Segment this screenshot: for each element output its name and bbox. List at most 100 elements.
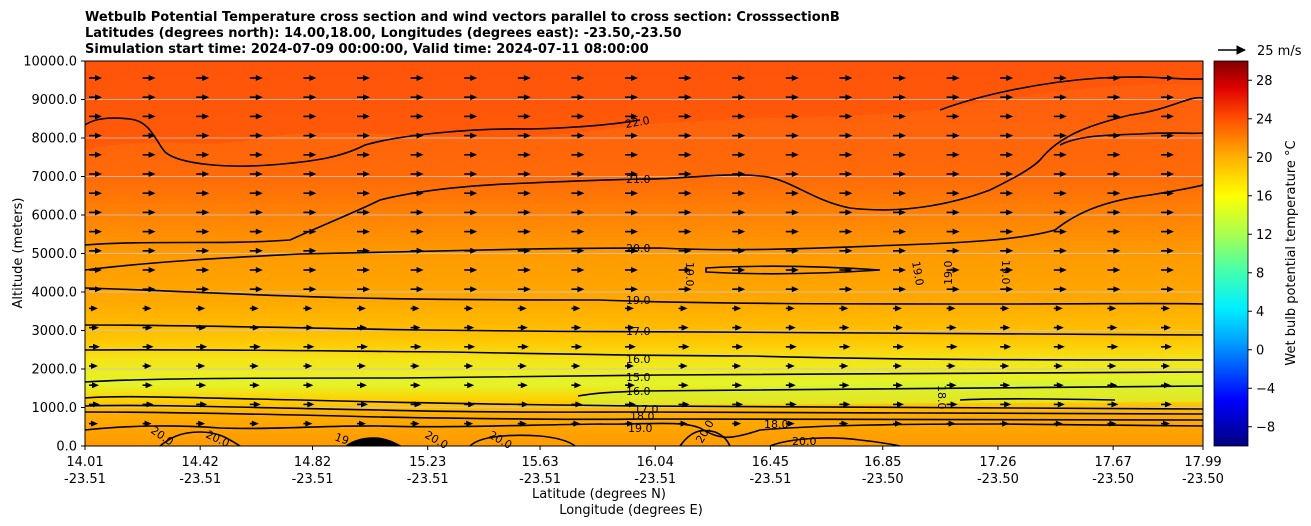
wind-vector — [1107, 228, 1121, 235]
wind-vector — [249, 343, 261, 350]
wind-vector-head — [91, 305, 98, 312]
wind-vector-head — [1059, 151, 1067, 158]
wind-vector — [517, 305, 527, 312]
wind-vector — [1161, 382, 1171, 389]
wind-vector-head — [738, 286, 746, 293]
wind-vector-head — [1006, 267, 1014, 273]
wind-vector — [464, 343, 476, 350]
wind-vector-head — [895, 363, 902, 369]
y-tick-label: 0.0 — [56, 440, 77, 455]
x-tick-label-lon: -23.50 — [1092, 472, 1134, 487]
wind-vector-head — [738, 171, 746, 177]
wind-vector-head — [791, 151, 799, 158]
wind-vector — [464, 75, 478, 81]
wind-vector — [893, 363, 902, 369]
wind-vector-head — [899, 132, 906, 139]
wind-vector-head — [1109, 305, 1117, 312]
wind-vector-head — [144, 420, 152, 427]
wind-vector — [517, 151, 531, 158]
wind-vector-head — [684, 171, 692, 177]
wind-vector — [464, 401, 476, 408]
wind-vector — [1107, 132, 1121, 139]
wind-vector-head — [791, 247, 799, 254]
wind-vector-head — [202, 190, 210, 197]
wind-vector-head — [520, 382, 528, 389]
wind-vector — [1161, 151, 1174, 158]
wind-vector — [517, 132, 531, 139]
wind-vector — [785, 75, 799, 81]
wind-vector — [1000, 420, 1010, 427]
wind-vector-head — [948, 420, 956, 427]
wind-vector — [89, 228, 102, 235]
wind-vector — [893, 228, 906, 235]
wind-vector — [625, 286, 638, 293]
wind-vector — [410, 420, 420, 427]
wind-vector-head — [468, 343, 476, 350]
wind-vector — [1000, 305, 1010, 312]
wind-vector — [142, 363, 152, 369]
wind-vector-head — [416, 286, 424, 293]
wind-vector — [1053, 171, 1067, 177]
wind-vector-head — [1113, 267, 1121, 273]
wind-vector-head — [1006, 247, 1014, 254]
contour-15-small — [959, 398, 1116, 401]
wind-vector-head — [789, 401, 797, 408]
y-tick-label: 8000.0 — [32, 132, 78, 147]
wind-vector — [1161, 363, 1170, 369]
wind-vector — [839, 171, 853, 177]
title-line-1: Wetbulb Potential Temperature cross sect… — [85, 10, 840, 25]
wind-vector — [946, 267, 960, 273]
wind-vector — [839, 151, 853, 158]
contour-low-4 — [85, 422, 1203, 439]
wind-vector-head — [1006, 151, 1014, 158]
wind-vector-head — [577, 132, 585, 139]
wind-vector — [517, 75, 531, 81]
wind-vector-head — [148, 228, 156, 235]
wind-vector-head — [1113, 94, 1121, 101]
wind-vector — [1161, 94, 1174, 101]
wind-vector-head — [577, 75, 585, 81]
wind-vector — [732, 401, 744, 408]
wind-vector — [625, 228, 638, 235]
wind-vector-head — [1167, 209, 1174, 216]
wind-vector-head — [1002, 363, 1010, 369]
wind-vector — [196, 75, 210, 81]
y-tick-label: 2000.0 — [32, 363, 78, 378]
colorbar-label-text: Wet bulb potential temperature °C — [1284, 140, 1299, 365]
wind-vector-head — [309, 94, 317, 101]
wind-vector-head — [1165, 401, 1172, 408]
x-tick-label-lat: 16.85 — [864, 455, 901, 470]
wind-vector-head — [843, 343, 851, 350]
wind-vector-head — [845, 113, 853, 120]
wind-vector-head — [255, 151, 263, 158]
wind-vector — [1161, 228, 1174, 235]
wind-vector-head — [145, 324, 153, 331]
wind-vector — [517, 113, 531, 120]
wind-vector — [893, 132, 906, 139]
wind-vector-head — [899, 113, 906, 120]
wind-vector-head — [413, 324, 421, 331]
wind-vector-head — [791, 228, 799, 235]
wind-vector — [1107, 343, 1119, 350]
wind-vector — [839, 382, 850, 389]
wind-vector — [410, 132, 424, 139]
wind-vector-head — [575, 343, 583, 350]
wind-vector-head — [952, 286, 960, 293]
wind-vector — [625, 171, 638, 177]
wind-vector-head — [631, 132, 638, 139]
wind-vector-head — [1057, 401, 1065, 408]
wind-vector-head — [899, 75, 906, 81]
wind-vector — [1053, 343, 1065, 350]
wind-vector — [249, 324, 260, 331]
wind-vector — [893, 343, 904, 350]
wind-vector-head — [144, 363, 152, 369]
wind-vector-head — [1111, 343, 1119, 350]
wind-vector-head — [95, 267, 102, 273]
wind-vector-head — [627, 305, 634, 312]
wind-vector-head — [845, 75, 853, 81]
wind-vector — [142, 305, 152, 312]
contour-16 — [85, 371, 1203, 383]
colorbar-tick-label: 4 — [1256, 305, 1264, 320]
wind-vector — [678, 382, 689, 389]
wind-vector-head — [1056, 324, 1064, 331]
